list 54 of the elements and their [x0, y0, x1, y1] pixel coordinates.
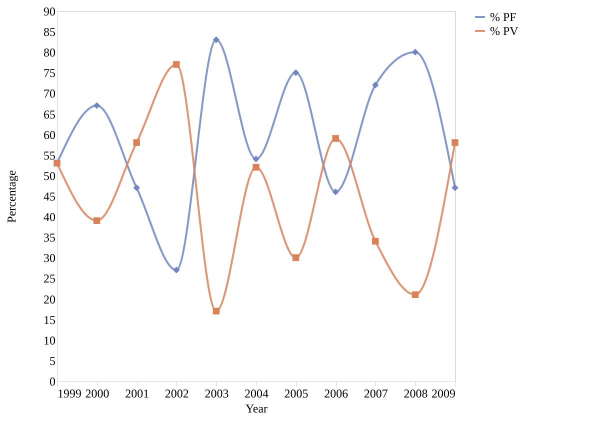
y-tick-label: 30: [44, 251, 56, 266]
y-tick-label: 0: [50, 374, 56, 388]
x-tick-label: 2000: [85, 386, 110, 400]
legend-label: % PV: [490, 24, 519, 38]
legend-label: % PF: [490, 10, 517, 24]
x-tick-label: 2009: [432, 386, 456, 400]
point: [452, 184, 458, 192]
y-tick-label: 20: [44, 292, 56, 306]
point: [133, 139, 140, 146]
y-tick-label: 5: [50, 354, 56, 368]
x-tick-label: 2005: [284, 386, 308, 400]
point: [133, 184, 140, 192]
y-tick-label: 80: [44, 46, 56, 60]
y-tick-label: 65: [44, 107, 56, 122]
x-tick-label: 2007: [364, 386, 388, 400]
point: [332, 188, 339, 196]
y-tick-label: 90: [44, 4, 56, 18]
y-tick-label: 85: [44, 25, 56, 40]
x-tick-label: 2004: [244, 386, 268, 400]
y-tick-label: 55: [44, 148, 56, 162]
point: [372, 238, 379, 245]
x-tick-label: 1999: [58, 386, 82, 400]
point: [372, 82, 379, 88]
x-tick-label: 2002: [164, 386, 189, 400]
y-tick-label: 25: [44, 272, 56, 286]
y-tick-label: 40: [44, 210, 56, 224]
y-tick-label: 75: [44, 66, 56, 80]
point: [252, 156, 260, 162]
y-tick-label: 70: [44, 86, 56, 101]
x-tick-label: 2008: [404, 386, 428, 400]
point: [332, 135, 339, 142]
y-tick-label: 10: [44, 333, 56, 348]
point: [452, 139, 458, 146]
point: [93, 102, 100, 109]
point: [212, 308, 220, 314]
point: [292, 69, 300, 76]
x-tick-label: 2003: [204, 386, 229, 400]
point: [292, 254, 300, 262]
point: [173, 266, 180, 274]
y-tick-label: 50: [44, 168, 56, 183]
point: [252, 164, 260, 171]
point: [173, 61, 180, 68]
point: [93, 217, 100, 224]
y-tick-label: 15: [44, 312, 56, 327]
y-tick-label: 35: [44, 230, 56, 245]
x-axis-title: Year: [245, 402, 268, 416]
y-tick-label: 60: [44, 128, 56, 142]
point: [212, 36, 220, 44]
y-tick-label: 45: [44, 190, 56, 204]
x-tick-label: 2006: [324, 386, 348, 400]
point: [412, 48, 419, 56]
y-axis-title: Percentage: [4, 170, 18, 223]
x-tick-label: 2001: [125, 386, 150, 400]
point: [412, 291, 419, 298]
